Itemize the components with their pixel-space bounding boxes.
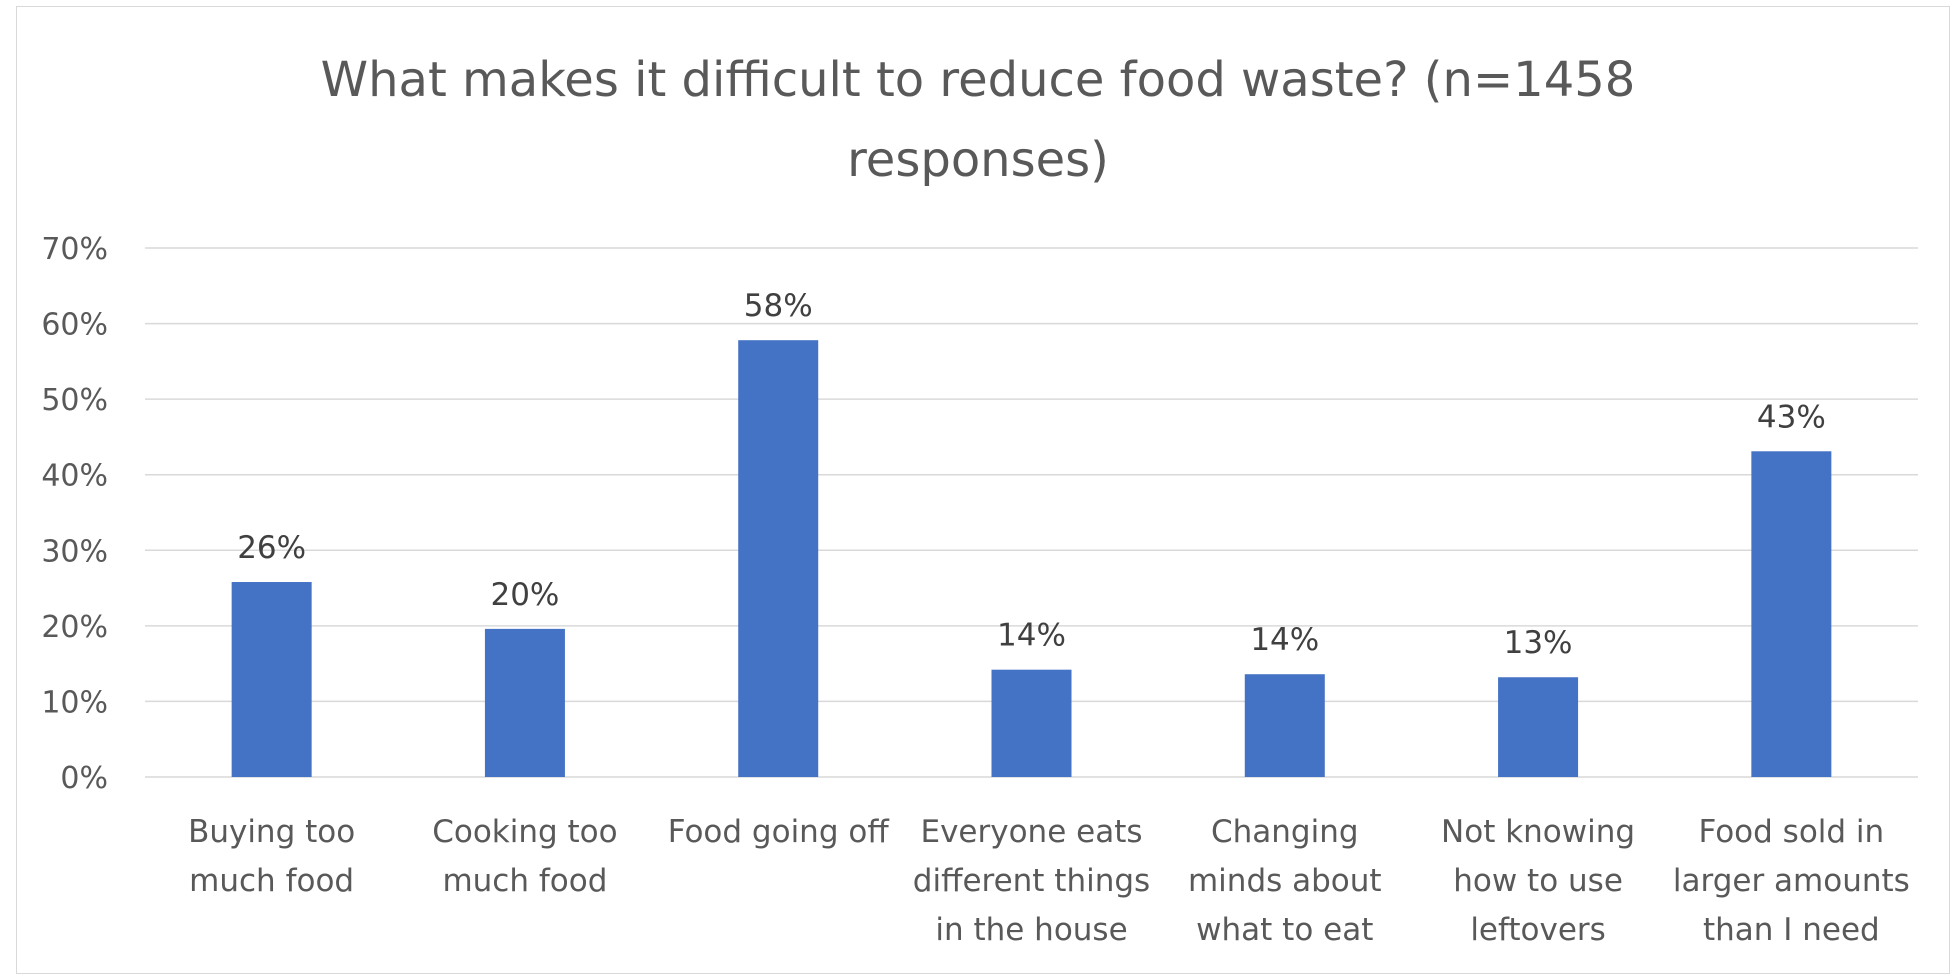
x-category-label: Not knowing (1441, 814, 1635, 850)
bar (484, 628, 565, 777)
bar (991, 669, 1072, 777)
x-category-label: different things (913, 863, 1150, 899)
gridlines (145, 247, 1918, 778)
bar (1244, 674, 1325, 777)
bar (231, 582, 312, 777)
chart-title-line-2: responses) (847, 132, 1109, 188)
data-label: 58% (744, 288, 813, 324)
x-category-label: what to eat (1196, 912, 1373, 948)
bar (738, 340, 819, 777)
data-label: 20% (490, 577, 559, 613)
data-label: 14% (1250, 622, 1319, 658)
bars (231, 340, 1832, 777)
x-category-label: much food (189, 863, 354, 899)
x-category-label: Food going off (668, 814, 890, 850)
chart-title-line-1: What makes it difficult to reduce food w… (320, 52, 1636, 108)
y-tick-label: 30% (41, 534, 108, 569)
x-category-label: Food sold in (1698, 814, 1884, 850)
x-category-label: larger amounts (1673, 863, 1910, 899)
x-category-label: how to use (1453, 863, 1623, 899)
x-category-label: Everyone eats (920, 814, 1142, 850)
y-tick-label: 20% (41, 610, 108, 645)
bar (1751, 451, 1832, 777)
data-label: 14% (997, 618, 1066, 654)
y-tick-label: 10% (41, 685, 108, 720)
y-tick-label: 50% (41, 383, 108, 418)
x-category-label: much food (442, 863, 607, 899)
x-category-label: Cooking too (432, 814, 617, 850)
data-labels: 26% 20% 58% 14% 14% 13% 43% (237, 288, 1826, 661)
bar (1498, 677, 1579, 777)
y-tick-label: 70% (41, 232, 108, 267)
data-label: 13% (1504, 625, 1573, 661)
x-category-label: in the house (935, 912, 1127, 948)
x-category-label: than I need (1703, 912, 1880, 948)
chart-frame (16, 6, 1950, 974)
x-category-label: leftovers (1470, 912, 1606, 948)
x-category-label: minds about (1188, 863, 1382, 899)
y-axis-ticks: 0% 10% 20% 30% 40% 50% 60% 70% (41, 232, 108, 796)
y-tick-label: 40% (41, 459, 108, 494)
y-tick-label: 0% (60, 761, 108, 796)
x-category-label: Changing (1211, 814, 1359, 850)
data-label: 26% (237, 530, 306, 566)
data-label: 43% (1757, 399, 1826, 435)
x-category-label: Buying too (188, 814, 355, 850)
y-tick-label: 60% (41, 308, 108, 343)
x-axis-categories: Buying too much food Cooking too much food F… (188, 814, 1910, 948)
